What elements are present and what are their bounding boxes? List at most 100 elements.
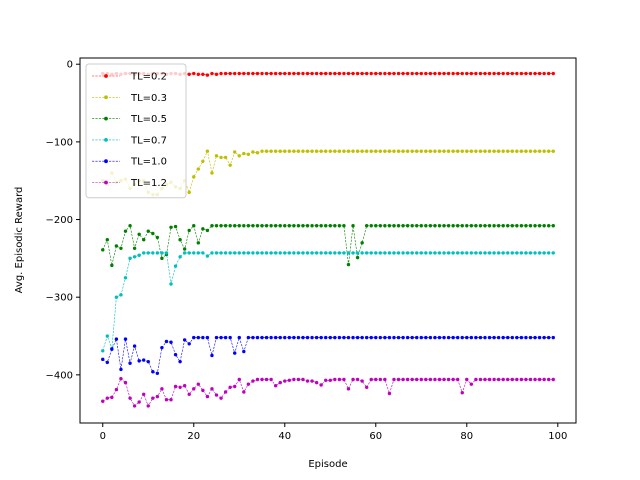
data-point	[419, 251, 423, 255]
data-point	[228, 251, 232, 255]
data-point	[310, 71, 314, 76]
data-point	[442, 335, 446, 340]
data-point	[333, 71, 337, 76]
data-point	[305, 71, 310, 76]
data-point	[492, 335, 496, 340]
data-point	[151, 396, 155, 400]
data-point	[278, 335, 282, 340]
data-point	[419, 71, 423, 76]
data-point	[192, 335, 196, 340]
data-point	[164, 398, 169, 402]
data-point	[478, 377, 483, 382]
data-point	[260, 149, 264, 153]
data-point	[433, 251, 437, 255]
data-point	[219, 224, 223, 228]
data-point	[446, 377, 451, 382]
data-point	[378, 149, 383, 153]
legend-marker-2	[104, 116, 108, 121]
data-point	[460, 335, 464, 340]
data-point	[205, 228, 210, 233]
data-point	[401, 224, 405, 228]
data-point	[537, 251, 542, 255]
data-point	[160, 387, 164, 391]
data-point	[333, 377, 337, 382]
data-point	[219, 71, 223, 76]
data-point	[319, 251, 323, 255]
x-tick-label-2: 40	[278, 431, 291, 442]
data-point	[201, 388, 205, 393]
data-point	[333, 149, 337, 153]
data-point	[292, 251, 296, 255]
data-point	[342, 149, 346, 153]
data-point	[314, 224, 319, 228]
data-point	[383, 335, 387, 340]
data-point	[364, 149, 369, 153]
data-point	[292, 377, 296, 382]
data-point	[415, 377, 419, 382]
data-point	[369, 251, 373, 255]
data-point	[451, 71, 455, 76]
data-point	[110, 347, 114, 351]
data-point	[506, 149, 510, 153]
data-point	[301, 251, 305, 255]
data-point	[128, 224, 132, 228]
data-point	[146, 251, 150, 255]
series-line-5	[102, 378, 554, 407]
data-point	[387, 335, 392, 340]
data-point	[110, 263, 114, 268]
data-point	[119, 293, 123, 297]
data-point	[405, 377, 410, 382]
data-point	[255, 335, 260, 340]
data-point	[442, 149, 446, 153]
data-point	[351, 224, 355, 228]
data-point	[283, 335, 287, 340]
x-tick-label-1: 20	[187, 431, 200, 442]
data-point	[351, 251, 355, 255]
data-point	[501, 71, 505, 76]
data-point	[378, 335, 383, 340]
x-tick-label-4: 80	[460, 431, 473, 442]
data-point	[378, 377, 383, 382]
data-point	[478, 335, 483, 340]
data-point	[301, 149, 305, 153]
data-point	[551, 71, 555, 76]
data-point	[533, 149, 537, 153]
data-point	[164, 339, 169, 344]
data-point	[173, 264, 178, 268]
data-point	[273, 384, 278, 388]
data-point	[260, 71, 264, 76]
data-point	[437, 149, 442, 153]
data-point	[455, 224, 460, 228]
data-point	[510, 251, 514, 255]
data-point	[264, 71, 269, 76]
data-point	[437, 377, 442, 382]
data-point	[196, 335, 201, 340]
data-point	[251, 335, 255, 340]
data-point	[451, 335, 455, 340]
data-point	[551, 149, 555, 153]
data-point	[360, 251, 364, 255]
data-point	[442, 224, 446, 228]
data-point	[501, 335, 505, 340]
data-point	[210, 224, 214, 228]
data-point	[228, 71, 232, 76]
data-point	[392, 224, 396, 228]
data-point	[342, 377, 346, 382]
data-point	[346, 71, 351, 76]
data-point	[296, 251, 301, 255]
data-point	[451, 224, 455, 228]
data-point	[114, 387, 119, 392]
data-point	[433, 224, 437, 228]
data-point	[401, 335, 405, 340]
data-point	[328, 71, 332, 76]
data-point	[465, 377, 469, 382]
data-point	[519, 224, 524, 228]
data-point	[314, 149, 319, 153]
data-point	[233, 251, 237, 255]
data-point	[364, 71, 369, 76]
data-point	[155, 235, 160, 240]
data-point	[469, 335, 474, 340]
data-point	[187, 72, 191, 77]
data-point	[328, 224, 332, 228]
data-point	[228, 385, 232, 389]
